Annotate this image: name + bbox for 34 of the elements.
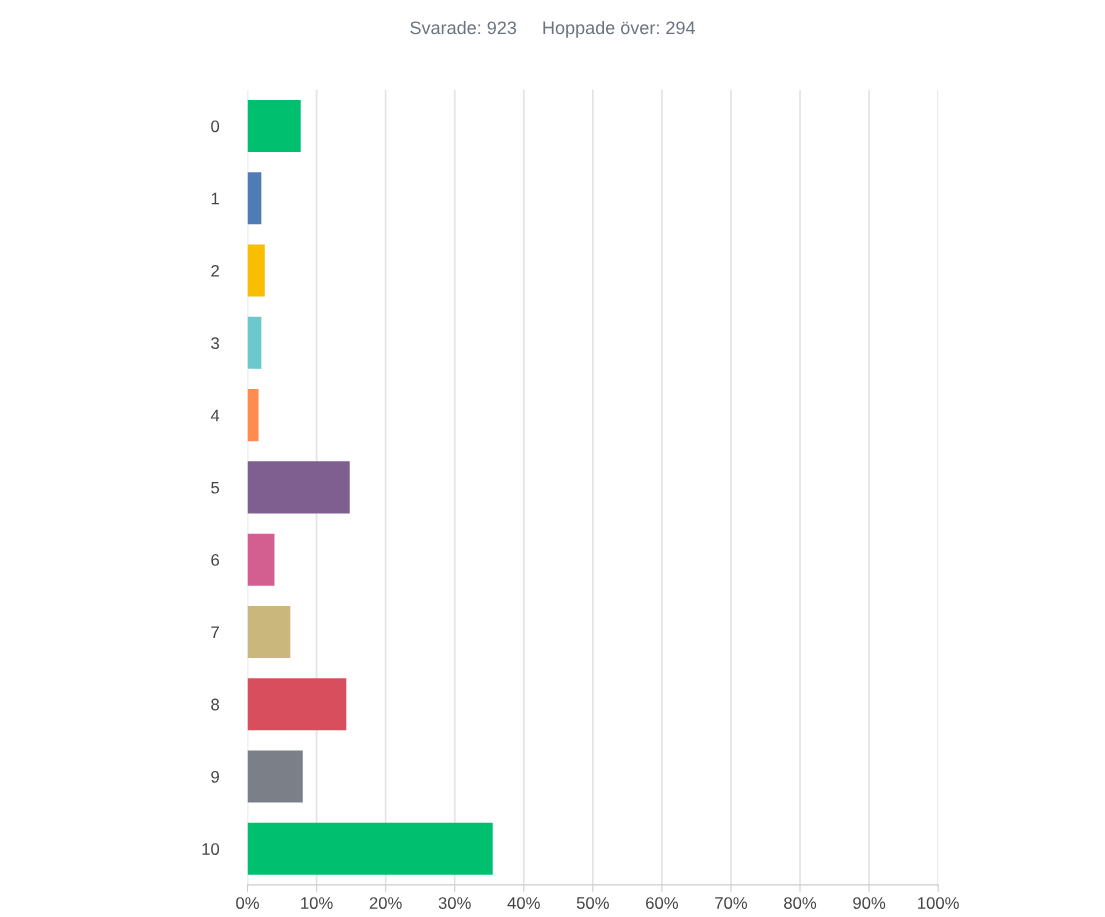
y-tick-label: 6	[211, 554, 220, 566]
bar	[247, 461, 350, 514]
x-tick-label: 40%	[507, 897, 540, 909]
x-tick-label: 60%	[646, 897, 678, 909]
x-tick-label: 20%	[369, 897, 402, 909]
bar	[247, 172, 262, 225]
y-tick-label: 2	[211, 264, 219, 277]
bar	[247, 605, 291, 658]
x-tick-label: 100%	[918, 897, 959, 909]
bar	[247, 99, 301, 153]
x-tick-label: 90%	[853, 897, 886, 909]
x-tick-label: 70%	[715, 897, 748, 909]
x-tick-label: 10%	[301, 897, 333, 909]
chart-title: Svarade: 923 Hoppade över: 294	[410, 20, 696, 38]
x-tick-label: 50%	[576, 897, 609, 909]
bar	[247, 750, 303, 803]
y-tick-label: 0	[211, 120, 220, 133]
y-tick-label: 3	[211, 337, 220, 350]
y-tick-label: 10	[202, 843, 220, 855]
bar	[247, 822, 493, 875]
y-tick-label: 8	[211, 698, 220, 711]
bar	[247, 244, 265, 297]
y-tick-label: 9	[211, 770, 219, 783]
y-tick-label: 4	[210, 409, 220, 422]
bar	[247, 678, 347, 731]
y-tick-label: 7	[211, 626, 219, 638]
x-tick-label: 30%	[438, 897, 471, 909]
y-tick-label: 5	[211, 481, 220, 494]
bar	[247, 533, 275, 586]
y-tick-label: 1	[211, 192, 219, 205]
bar	[247, 389, 259, 442]
x-tick-label: 80%	[784, 897, 817, 909]
bar	[247, 316, 262, 369]
x-tick-label: 0%	[236, 897, 259, 909]
